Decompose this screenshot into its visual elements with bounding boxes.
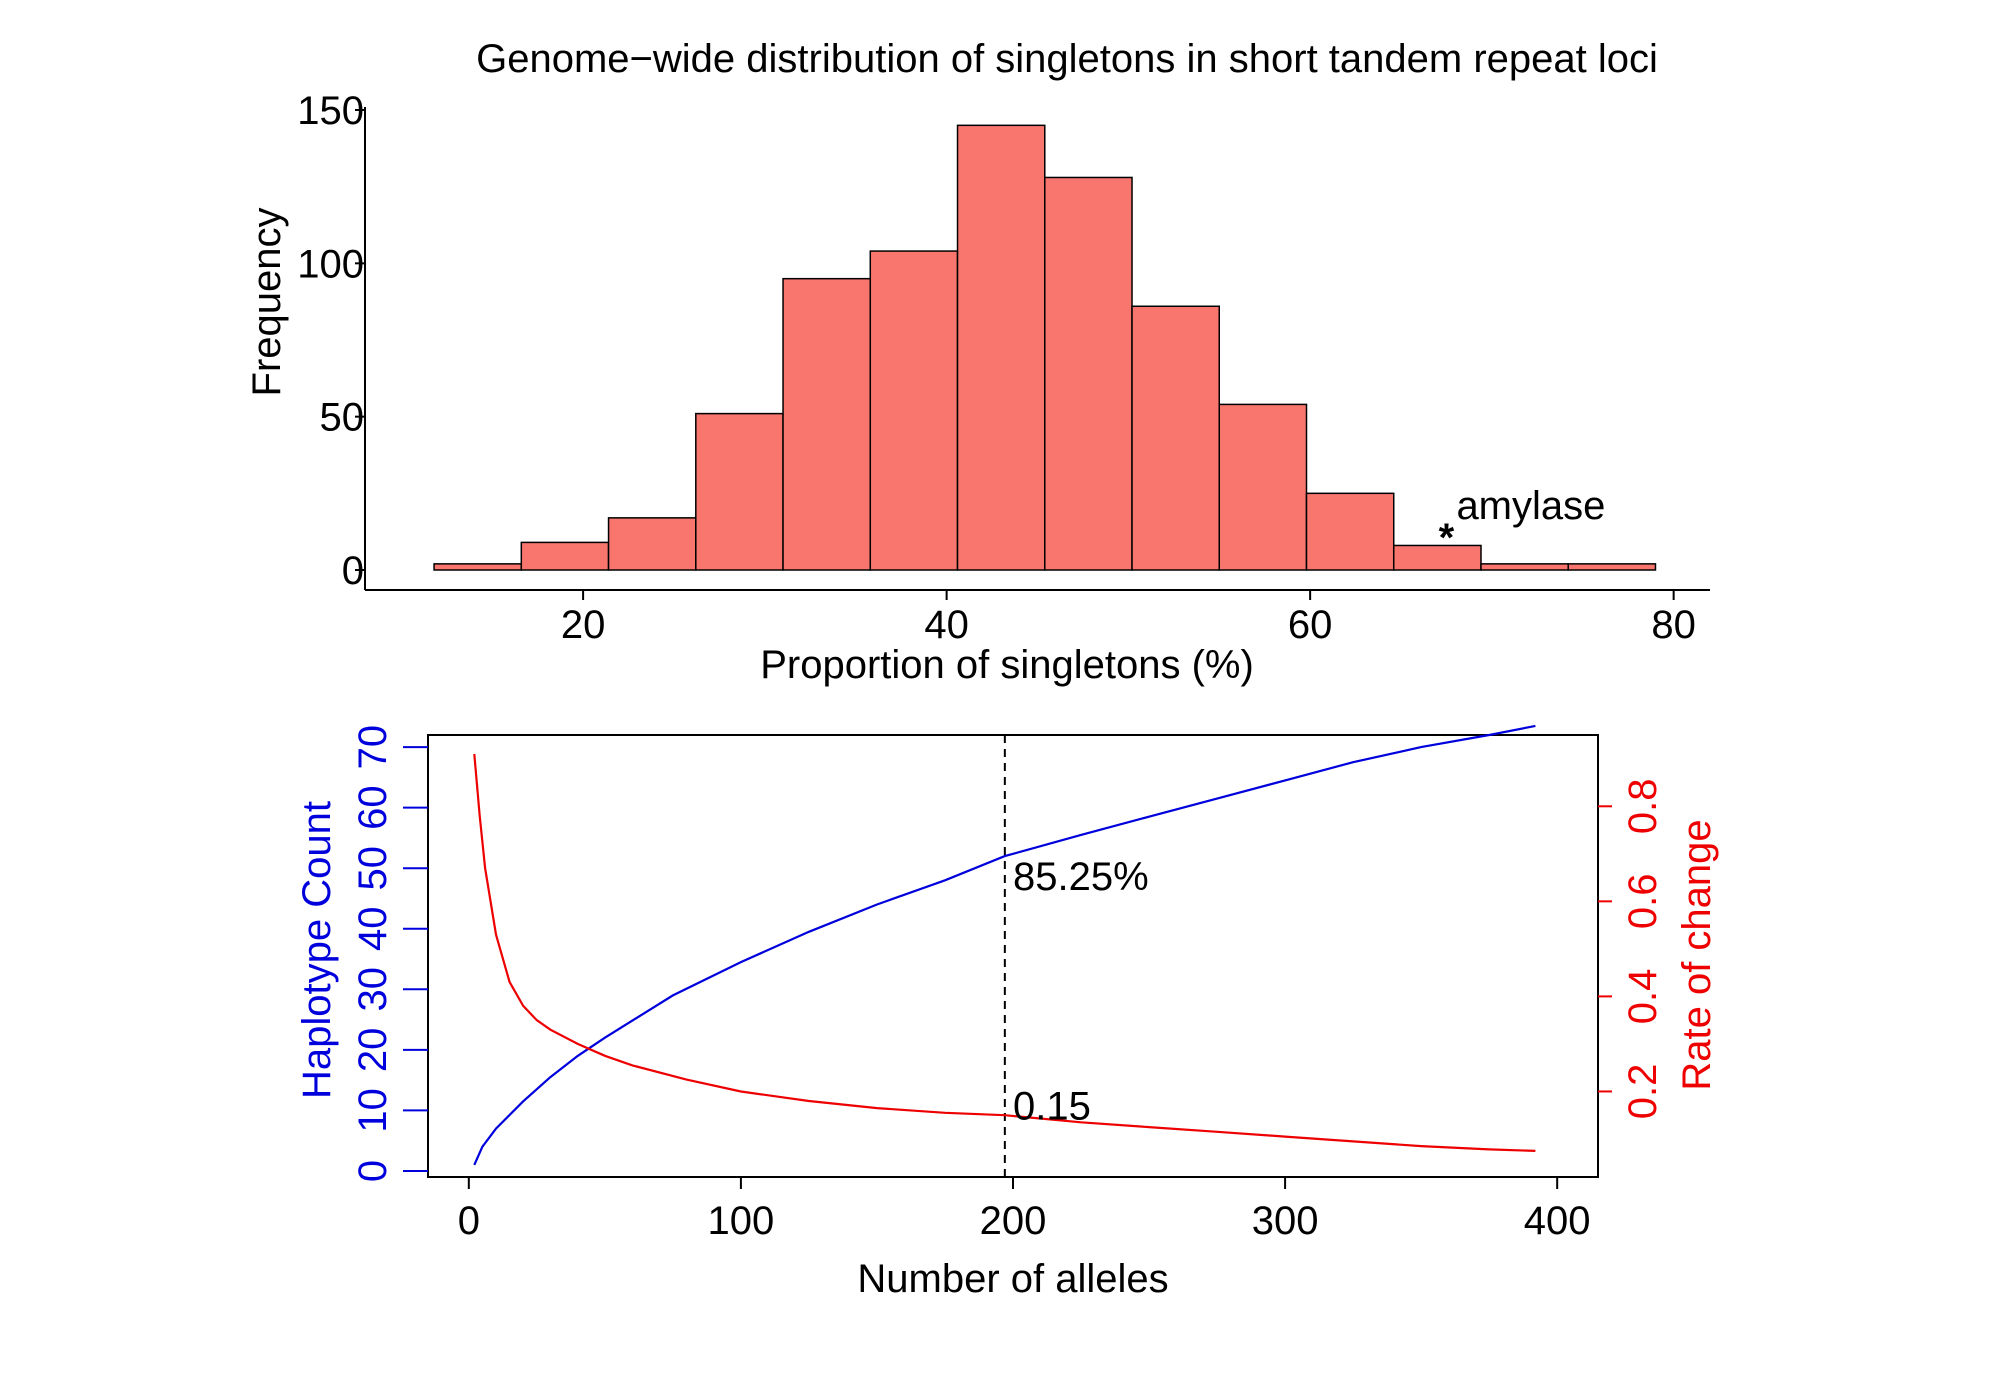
haplotype-percentage-label: 85.25% (1013, 855, 1149, 899)
haplotype-y-tick-label: 10 (351, 1088, 395, 1133)
histogram-bars (433, 124, 1657, 571)
histogram-bar (956, 124, 1046, 571)
histogram-bar (869, 250, 959, 571)
histogram-y-label: Frequency (245, 208, 289, 397)
line-x-tick-label: 400 (1524, 1199, 1591, 1243)
line-x-tick-label: 300 (1252, 1199, 1319, 1243)
rate-y-tick-label: 0.4 (1621, 969, 1665, 1025)
histogram-bar (433, 563, 523, 571)
histogram-y-tick-label: 50 (320, 396, 365, 440)
histogram-bar (1218, 403, 1308, 571)
histogram-bar (782, 277, 872, 571)
histogram-bar (695, 412, 784, 571)
amylase-label: amylase (1456, 484, 1605, 528)
line-x-tick-label: 100 (708, 1199, 775, 1243)
line-x-tick-label: 0 (458, 1199, 480, 1243)
histogram-bar (1567, 563, 1657, 571)
histogram-bar (1480, 563, 1569, 571)
line-right-y-ticks: 0.2 0.4 0.6 0.8 (1598, 778, 1665, 1119)
line-left-y-ticks: 0 10 20 30 40 50 60 70 (351, 725, 428, 1182)
histogram-y-tick-label: 150 (297, 89, 364, 133)
histogram-bar (1305, 492, 1395, 571)
histogram-x-tick-label: 80 (1651, 603, 1696, 647)
histogram-bar (1044, 176, 1133, 571)
histogram-x-ticks: 20 40 60 80 (561, 590, 1696, 647)
histogram-x-tick-label: 60 (1288, 603, 1333, 647)
rate-y-tick-label: 0.8 (1621, 778, 1665, 834)
line-x-tick-label: 200 (980, 1199, 1047, 1243)
histogram-x-tick-label: 40 (924, 603, 969, 647)
rate-value-label: 0.15 (1013, 1085, 1091, 1129)
histogram-bar (1392, 544, 1482, 571)
rate-of-change-axis-label: Rate of change (1675, 819, 1719, 1090)
histogram-bar (520, 541, 610, 571)
histogram-title: Genome−wide distribution of singletons i… (476, 37, 1658, 81)
histogram-x-tick-label: 20 (561, 603, 606, 647)
rate-of-change-line (473, 753, 1536, 1152)
haplotype-y-tick-label: 40 (351, 907, 395, 952)
haplotype-y-tick-label: 70 (351, 725, 395, 770)
amylase-marker: * (1439, 516, 1455, 560)
histogram-y-tick-label: 0 (342, 549, 364, 593)
line-x-label: Number of alleles (857, 1257, 1168, 1301)
line-x-ticks: 0 100 200 300 400 (458, 1177, 1591, 1243)
histogram-bar (607, 517, 697, 571)
haplotype-y-tick-label: 50 (351, 846, 395, 891)
haplotype-y-tick-label: 0 (351, 1160, 395, 1182)
haplotype-count-line (473, 724, 1536, 1166)
histogram-y-ticks: 0 50 100 150 (297, 89, 365, 593)
rate-y-tick-label: 0.2 (1621, 1064, 1665, 1120)
haplotype-y-tick-label: 60 (351, 785, 395, 830)
histogram-x-label: Proportion of singletons (%) (760, 643, 1254, 687)
haplotype-y-tick-label: 30 (351, 967, 395, 1012)
histogram-chart: Genome−wide distribution of singletons i… (245, 37, 1710, 687)
rate-y-tick-label: 0.6 (1621, 874, 1665, 930)
histogram-bar (1131, 305, 1221, 571)
haplotype-y-tick-label: 20 (351, 1028, 395, 1073)
haplotype-count-axis-label: Haplotype Count (295, 801, 339, 1099)
histogram-y-tick-label: 100 (297, 242, 364, 286)
